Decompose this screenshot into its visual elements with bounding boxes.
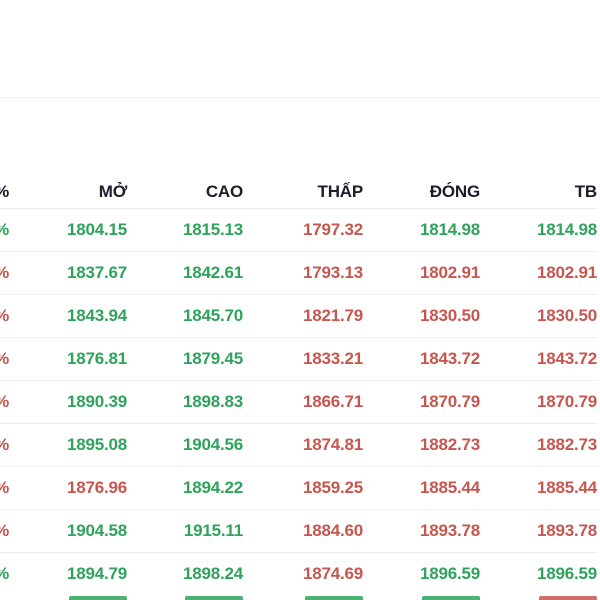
- cell-avg: 1870.79: [536, 392, 597, 411]
- cell-close: 1893.78: [419, 521, 480, 540]
- cell-avg: 1843.72: [536, 349, 597, 368]
- cell-close: 1885.44: [419, 478, 480, 497]
- cell-open: 1876.96: [66, 478, 127, 497]
- cell-percent-partial: %: [0, 564, 9, 584]
- cell-high: 1898.24: [182, 564, 243, 583]
- table-row[interactable]: % 1890.39 1898.83 1866.71 1870.79 1870.79: [0, 380, 597, 423]
- cell-low: 1821.79: [302, 306, 363, 325]
- table-row[interactable]: % 1876.81 1879.45 1833.21 1843.72 1843.72: [0, 337, 597, 380]
- table-row[interactable]: % 1843.94 1845.70 1821.79 1830.50 1830.50: [0, 294, 597, 337]
- partial-next-row-value: [185, 596, 243, 600]
- cell-high: 1915.11: [183, 521, 243, 540]
- cell-percent-partial: %: [0, 392, 9, 412]
- cell-low: 1866.71: [302, 392, 363, 411]
- cell-high: 1842.61: [182, 263, 243, 282]
- cell-low: 1874.69: [302, 564, 363, 583]
- cell-high: 1815.13: [182, 220, 243, 239]
- table-body: % 1804.15 1815.13 1797.32 1814.98 1814.98% 183…: [0, 208, 597, 595]
- cell-percent-partial: %: [0, 478, 9, 498]
- cell-open: 1876.81: [66, 349, 127, 368]
- cell-close: 1870.79: [419, 392, 480, 411]
- cell-open: 1894.79: [66, 564, 127, 583]
- partial-next-row-value: [305, 596, 363, 600]
- top-divider-line: [0, 97, 600, 98]
- cell-close: 1814.98: [419, 220, 480, 239]
- cell-close: 1802.91: [419, 263, 480, 282]
- cell-avg: 1802.91: [536, 263, 597, 282]
- cell-open: 1895.08: [66, 435, 127, 454]
- cell-avg: 1830.50: [536, 306, 597, 325]
- partial-next-row-value: [539, 596, 597, 600]
- table-header-row: % MỞ CAO THẤP ĐÓNG TB: [0, 160, 597, 208]
- header-close: ĐÓNG: [429, 182, 480, 201]
- cell-percent-partial: %: [0, 435, 9, 455]
- cell-high: 1894.22: [182, 478, 243, 497]
- table-row[interactable]: % 1904.58 1915.11 1884.60 1893.78 1893.78: [0, 509, 597, 552]
- table-row[interactable]: % 1894.79 1898.24 1874.69 1896.59 1896.59: [0, 552, 597, 595]
- partial-next-row: [0, 595, 600, 600]
- header-open: MỞ: [98, 182, 127, 201]
- cell-avg: 1893.78: [536, 521, 597, 540]
- cell-avg: 1885.44: [536, 478, 597, 497]
- cell-high: 1845.70: [182, 306, 243, 325]
- cell-low: 1833.21: [302, 349, 363, 368]
- cell-avg: 1896.59: [536, 564, 597, 583]
- cell-percent-partial: %: [0, 306, 9, 326]
- cell-low: 1884.60: [302, 521, 363, 540]
- cell-close: 1830.50: [419, 306, 480, 325]
- cell-high: 1879.45: [182, 349, 243, 368]
- cell-percent-partial: %: [0, 349, 9, 369]
- cell-low: 1859.25: [302, 478, 363, 497]
- cell-open: 1804.15: [66, 220, 127, 239]
- cell-low: 1793.13: [302, 263, 363, 282]
- header-high: CAO: [205, 182, 243, 201]
- cell-close: 1882.73: [419, 435, 480, 454]
- header-avg: TB: [574, 182, 597, 201]
- cell-avg: 1814.98: [536, 220, 597, 239]
- table-row[interactable]: % 1837.67 1842.61 1793.13 1802.91 1802.91: [0, 251, 597, 294]
- cell-open: 1837.67: [66, 263, 127, 282]
- cell-low: 1874.81: [302, 435, 363, 454]
- table-row[interactable]: % 1895.08 1904.56 1874.81 1882.73 1882.73: [0, 423, 597, 466]
- table-row[interactable]: % 1876.96 1894.22 1859.25 1885.44 1885.44: [0, 466, 597, 509]
- cell-open: 1890.39: [66, 392, 127, 411]
- cell-open: 1843.94: [66, 306, 127, 325]
- header-percent-partial: %: [0, 182, 9, 202]
- cell-percent-partial: %: [0, 263, 9, 283]
- cell-high: 1904.56: [182, 435, 243, 454]
- cell-avg: 1882.73: [536, 435, 597, 454]
- price-table-container: % MỞ CAO THẤP ĐÓNG TB % 1804.15 1815.13 179…: [0, 160, 600, 595]
- cell-high: 1898.83: [182, 392, 243, 411]
- cell-percent-partial: %: [0, 521, 9, 541]
- header-low: THẤP: [317, 182, 364, 201]
- cell-close: 1843.72: [419, 349, 480, 368]
- partial-next-row-value: [422, 596, 480, 600]
- cell-percent-partial: %: [0, 220, 9, 240]
- table-row[interactable]: % 1804.15 1815.13 1797.32 1814.98 1814.98: [0, 208, 597, 251]
- cell-open: 1904.58: [66, 521, 127, 540]
- cell-close: 1896.59: [419, 564, 480, 583]
- partial-next-row-value: [69, 596, 127, 600]
- price-table: % MỞ CAO THẤP ĐÓNG TB % 1804.15 1815.13 179…: [0, 160, 597, 595]
- cell-low: 1797.32: [302, 220, 363, 239]
